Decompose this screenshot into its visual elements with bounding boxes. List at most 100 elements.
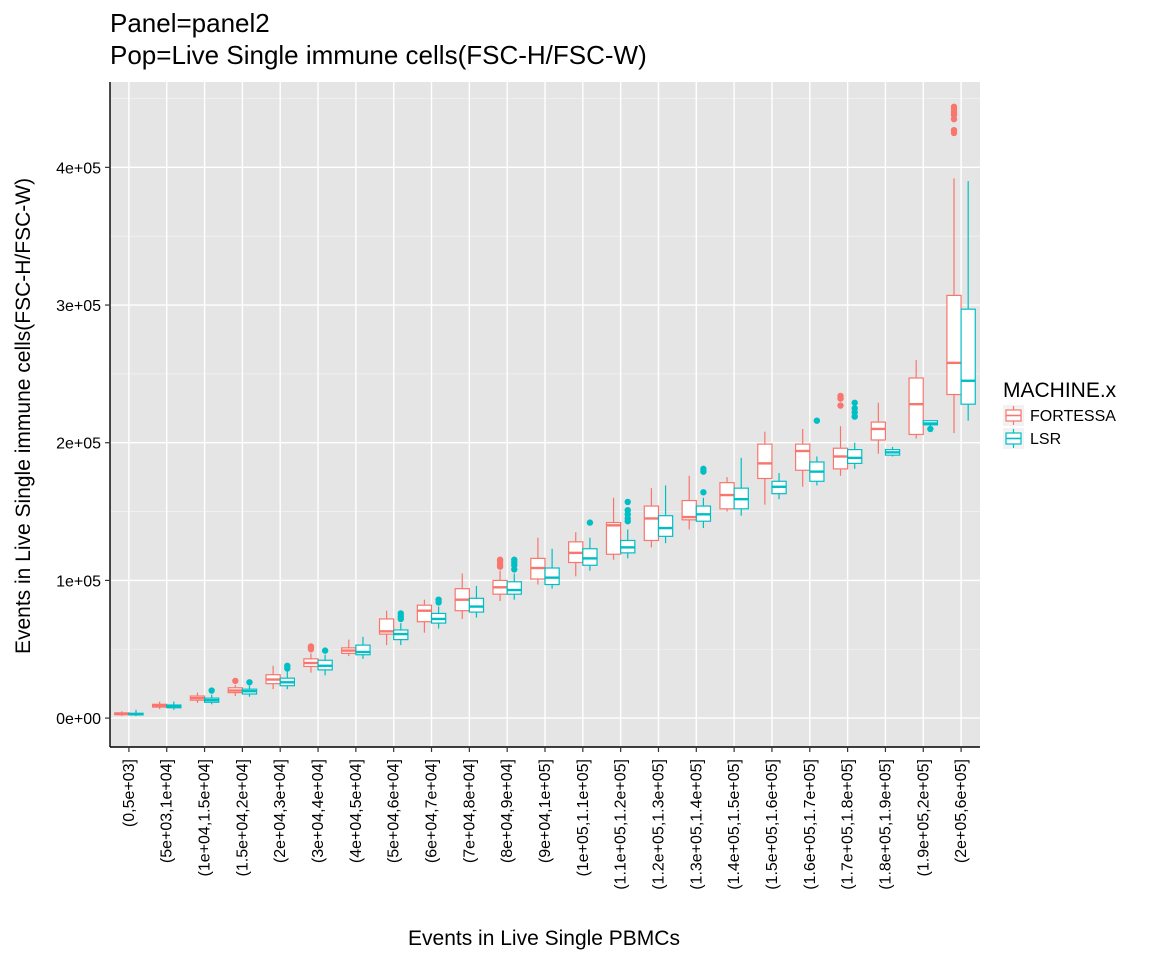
- box-fortessa-11: [530, 537, 546, 585]
- x-tick-label: (1e+04,1.5e+04]: [197, 759, 214, 876]
- box-marks: [114, 103, 976, 717]
- box-lsr-12: [582, 519, 598, 571]
- y-tick-label: 2e+05: [56, 436, 101, 453]
- grid-lines: [110, 82, 980, 747]
- outlier-point: [851, 405, 858, 412]
- box-body: [544, 567, 560, 586]
- x-tick-label: (5e+04,6e+04]: [386, 759, 403, 863]
- x-tick-label: (1.8e+05,1.9e+05]: [877, 759, 894, 890]
- box-lsr-19: [847, 399, 863, 469]
- box-fortessa-13: [605, 497, 622, 560]
- box-lsr-14: [657, 485, 674, 544]
- x-tick-labels: (0,5e+03] (5e+03,1e+04] (1e+04,1.5e+04] (1.…: [121, 747, 970, 890]
- box-lsr-11: [544, 548, 560, 589]
- x-tick-label: (7e+04,8e+04]: [461, 759, 478, 863]
- outlier-point: [232, 677, 239, 685]
- box-lsr-6: [355, 636, 371, 659]
- box-fortessa-10: [492, 556, 508, 602]
- legend-title: MACHINE.x: [1003, 379, 1117, 402]
- x-tick-label: (4e+04,5e+04]: [348, 759, 365, 863]
- box-fortessa-20: [870, 402, 887, 454]
- outlier-point: [208, 687, 215, 694]
- x-tick-label: (1.7e+05,1.8e+05]: [840, 759, 857, 890]
- box-fortessa-8: [416, 599, 433, 633]
- box-body: [794, 443, 811, 471]
- legend-entry-fortessa: FORTESSA: [1003, 405, 1116, 426]
- outlier-point: [813, 417, 821, 424]
- box-fortessa-7: [378, 610, 395, 646]
- x-tick-label: (1.3e+05,1.4e+05]: [688, 759, 705, 890]
- box-fortessa-9: [454, 573, 470, 619]
- box-fortessa-17: [757, 431, 773, 505]
- outlier-point: [307, 643, 315, 650]
- y-tick-label: 1e+05: [56, 573, 101, 590]
- outlier-point: [837, 392, 844, 400]
- x-tick-label: (6e+04,7e+04]: [424, 759, 441, 863]
- box-fortessa-6: [341, 639, 357, 657]
- outlier-point: [851, 399, 858, 406]
- outlier-point: [246, 679, 253, 686]
- outlier-point: [950, 103, 958, 110]
- x-tick-label: (2e+04,3e+04]: [272, 759, 289, 863]
- box-body: [946, 294, 962, 396]
- outlier-point: [397, 610, 404, 617]
- chart-title-panel: Panel=panel2: [110, 8, 270, 38]
- box-fortessa-18: [794, 428, 811, 487]
- outlier-point: [321, 647, 329, 654]
- box-lsr-4: [279, 662, 296, 690]
- x-tick-label: (1.9e+05,2e+05]: [915, 759, 932, 876]
- legend-label: FORTESSA: [1030, 408, 1116, 425]
- outlier-point: [700, 465, 707, 473]
- box-fortessa-15: [681, 475, 697, 530]
- box-body: [582, 548, 598, 566]
- x-tick-label: (8e+04,9e+04]: [499, 759, 516, 863]
- x-tick-label: (0,5e+03]: [121, 759, 138, 827]
- box-body: [355, 644, 371, 656]
- box-fortessa-19: [832, 392, 849, 476]
- y-tick-labels: 0e+00 1e+05 2e+05 3e+05 4e+05: [56, 160, 110, 728]
- box-lsr-0: [128, 709, 144, 717]
- box-lsr-20: [884, 446, 901, 457]
- box-body: [960, 308, 976, 405]
- outlier-point: [496, 556, 504, 563]
- x-tick-label: (1.2e+05,1.3e+05]: [650, 759, 667, 890]
- box-body: [416, 604, 433, 623]
- box-body: [605, 521, 622, 555]
- box-lsr-22: [960, 181, 976, 421]
- outlier-point: [950, 126, 958, 134]
- box-lsr-16: [733, 457, 749, 516]
- box-lsr-5: [317, 647, 333, 676]
- x-axis-title: Events in Live Single PBMCs: [408, 927, 680, 950]
- x-tick-label: (3e+04,4e+04]: [310, 759, 327, 863]
- box-lsr-10: [506, 556, 522, 600]
- box-body: [832, 447, 849, 470]
- box-body: [908, 377, 924, 436]
- box-lsr-3: [241, 679, 258, 697]
- box-lsr-21: [922, 420, 939, 433]
- outlier-point: [586, 519, 594, 526]
- outlier-point: [511, 556, 518, 563]
- box-body: [847, 449, 863, 464]
- outlier-point: [700, 489, 707, 496]
- box-fortessa-16: [719, 477, 735, 512]
- box-fortessa-21: [908, 360, 924, 439]
- legend-label: LSR: [1030, 431, 1061, 448]
- box-body: [657, 515, 674, 537]
- box-lsr-8: [430, 596, 447, 629]
- x-tick-label: (2e+05,6e+05]: [953, 759, 970, 863]
- box-fortessa-3: [227, 677, 243, 697]
- legend-entry-lsr: LSR: [1003, 428, 1061, 449]
- outlier-point: [927, 425, 934, 433]
- x-tick-label: (9e+04,1e+05]: [537, 759, 554, 863]
- box-lsr-7: [393, 610, 409, 646]
- x-tick-label: (1.5e+05,1.6e+05]: [764, 759, 781, 890]
- y-tick-label: 0e+00: [56, 711, 101, 728]
- box-lsr-13: [620, 498, 636, 559]
- box-body: [870, 421, 887, 441]
- chart-title-population: Pop=Live Single immune cells(FSC-H/FSC-W…: [110, 40, 647, 70]
- outlier-point: [435, 596, 442, 603]
- x-tick-label: (1.6e+05,1.7e+05]: [802, 759, 819, 890]
- box-body: [468, 597, 485, 613]
- box-body: [757, 443, 773, 480]
- x-tick-label: (1.4e+05,1.5e+05]: [726, 759, 743, 890]
